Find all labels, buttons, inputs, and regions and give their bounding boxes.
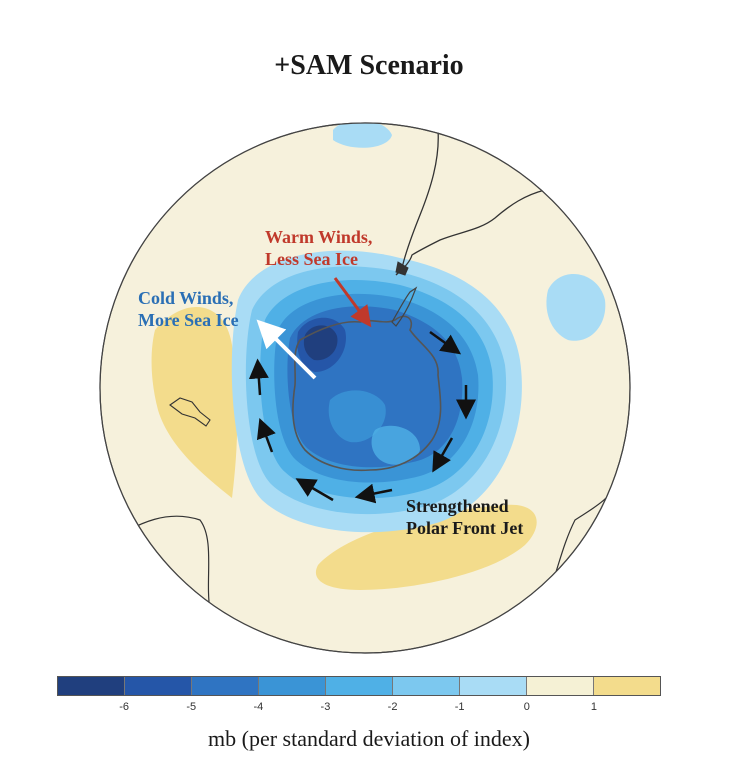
globe-border — [99, 122, 631, 654]
colorbar-swatch-5 — [326, 677, 393, 695]
jet-arrow-5 — [295, 478, 334, 502]
colorbar — [57, 676, 661, 696]
colorbar-swatch-3 — [192, 677, 259, 695]
warm-winds-line2: Less Sea Ice — [265, 249, 358, 269]
new-zealand-outline — [169, 397, 211, 427]
colorbar-tick-label: -4 — [253, 701, 264, 713]
colorbar-tick-label: -2 — [387, 701, 398, 713]
colorbar-tick-label: -6 — [119, 701, 129, 713]
contour-interior-a — [328, 390, 386, 443]
colorbar-tick-label: -3 — [320, 701, 331, 713]
jet-arrow-6 — [256, 417, 276, 453]
south-america-outline — [395, 129, 601, 276]
polar-jet-line2: Polar Front Jet — [406, 518, 524, 538]
jet-arrow-1 — [429, 330, 462, 355]
positive-anomaly-west — [151, 307, 238, 498]
jet-arrow-7 — [248, 358, 269, 396]
negative-anomaly-east — [546, 273, 606, 341]
colorbar-swatch-8 — [527, 677, 594, 695]
polar-jet-label: Strengthened Polar Front Jet — [406, 495, 523, 539]
colorbar-swatch-1 — [58, 677, 125, 695]
colorbar-swatch-4 — [259, 677, 326, 695]
positive-anomaly-south — [315, 504, 537, 590]
cold-winds-line1: Cold Winds, — [138, 288, 234, 308]
colorbar-swatch-7 — [460, 677, 527, 695]
cold-winds-label: Cold Winds, More Sea Ice — [138, 287, 239, 331]
negative-anomaly-north — [333, 123, 392, 148]
colorbar-tick-label: -1 — [454, 701, 465, 713]
jet-arrows — [248, 330, 476, 504]
jet-arrow-3 — [432, 437, 454, 473]
tierra-del-fuego — [395, 261, 409, 276]
colorbar-swatch-6 — [393, 677, 460, 695]
warm-winds-label: Warm Winds, Less Sea Ice — [265, 226, 372, 270]
cold-wind-arrow — [256, 319, 317, 380]
warm-winds-line1: Warm Winds, — [265, 227, 373, 247]
colorbar-tick-label: 0 — [523, 701, 530, 713]
antarctic-peninsula — [391, 286, 418, 327]
colorbar-swatch-9 — [594, 677, 660, 695]
antarctica-outline — [292, 315, 442, 472]
warm-wind-arrow — [333, 277, 372, 328]
polar-jet-line1: Strengthened — [406, 496, 509, 516]
contour-interior-b — [371, 425, 420, 465]
cold-winds-line2: More Sea Ice — [138, 310, 239, 330]
colorbar-tick-label: 1 — [590, 701, 597, 713]
colorbar-unit-label: mb (per standard deviation of index) — [208, 726, 530, 751]
colorbar-swatch-2 — [125, 677, 192, 695]
jet-arrow-4 — [354, 483, 393, 504]
chart-title: +SAM Scenario — [274, 50, 464, 81]
colorbar-tick-label: -5 — [186, 701, 197, 713]
